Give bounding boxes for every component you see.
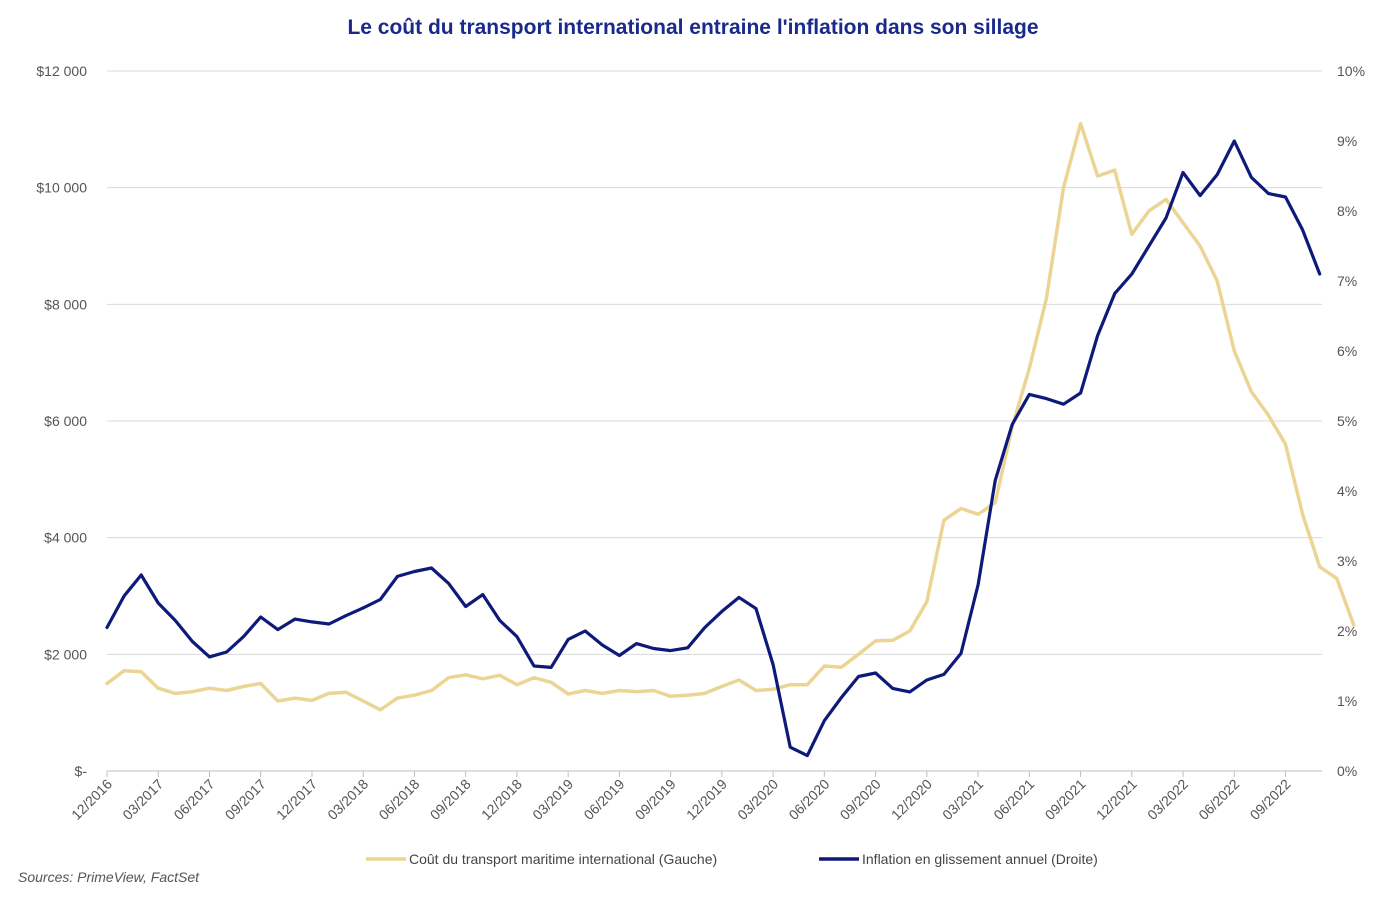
x-axis-ticks: 12/2016 03/2017 06/2017 09/2017 12/2017 03/20… [68,771,1294,823]
right-tick-label: 6% [1337,343,1357,359]
legend-label-1: Coût du transport maritime international… [409,851,717,867]
right-tick-label: 10% [1337,63,1365,79]
source-note: Sources: PrimeView, FactSet [18,869,200,885]
right-tick-label: 1% [1337,693,1357,709]
right-tick-label: 9% [1337,133,1357,149]
x-tick-label: 06/2021 [990,776,1037,823]
x-tick-label: 03/2020 [734,776,781,823]
x-tick-label: 06/2019 [580,776,627,823]
x-tick-label: 03/2022 [1144,776,1191,823]
right-tick-label: 7% [1337,273,1357,289]
left-tick-label: $12 000 [36,63,87,79]
x-tick-label: 12/2017 [273,776,320,823]
x-tick-label: 12/2020 [888,776,935,823]
series-line-2 [105,139,1322,758]
left-tick-label: $10 000 [36,180,87,196]
right-tick-label: 4% [1337,483,1357,499]
left-tick-label: $4 000 [44,530,87,546]
left-tick-label: $8 000 [44,296,87,312]
series-lines [105,121,1356,758]
left-tick-label: $- [75,763,88,779]
left-tick-label: $2 000 [44,646,87,662]
gridlines [107,70,1322,772]
right-tick-label: 3% [1337,553,1357,569]
x-tick-label: 09/2017 [222,776,269,823]
x-tick-label: 03/2017 [119,776,166,823]
x-tick-label: 09/2022 [1247,776,1294,823]
x-tick-label: 12/2021 [1093,776,1140,823]
x-tick-label: 06/2017 [171,776,218,823]
left-axis-ticks: $- $2 000 $4 000 $6 000 $8 000 $10 000 $12 000 [36,63,87,779]
x-tick-label: 09/2020 [837,776,884,823]
chart-title: Le coût du transport international entra… [347,16,1039,39]
x-tick-label: 09/2018 [427,776,474,823]
x-tick-label: 12/2019 [683,776,730,823]
x-tick-label: 09/2019 [632,776,679,823]
x-tick-label: 03/2018 [324,776,371,823]
legend-label-2: Inflation en glissement annuel (Droite) [862,851,1098,867]
right-tick-label: 5% [1337,413,1357,429]
x-tick-label: 12/2016 [68,776,115,823]
right-axis-ticks: 0% 1% 2% 3% 4% 5% 6% 7% 8% 9% 10% [1337,63,1365,779]
right-tick-label: 8% [1337,203,1357,219]
left-tick-label: $6 000 [44,413,87,429]
x-tick-label: 06/2022 [1195,776,1242,823]
x-tick-label: 06/2020 [785,776,832,823]
right-tick-label: 0% [1337,763,1357,779]
x-tick-label: 06/2018 [375,776,422,823]
x-tick-label: 12/2018 [478,776,525,823]
x-tick-label: 03/2021 [939,776,986,823]
legend: Coût du transport maritime international… [366,851,1098,867]
x-tick-label: 09/2021 [1042,776,1089,823]
series-line-1 [105,121,1356,712]
x-tick-label: 03/2019 [529,776,576,823]
right-tick-label: 2% [1337,623,1357,639]
